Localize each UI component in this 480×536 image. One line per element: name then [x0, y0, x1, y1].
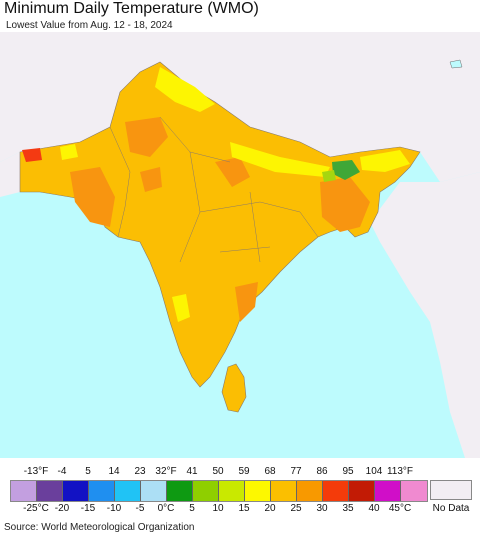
lake [449, 59, 463, 69]
source-credit: Source: World Meteorological Organizatio… [4, 522, 195, 533]
legend-swatch [115, 481, 141, 501]
temperature-map [0, 32, 480, 458]
legend-swatch [297, 481, 323, 501]
no-data-label: No Data [432, 503, 470, 514]
legend-c-label: 45°C [388, 503, 412, 514]
legend-f-label: 5 [85, 466, 91, 477]
legend-swatch [167, 481, 193, 501]
legend-c-label: 40 [368, 503, 380, 514]
legend-c-label: 15 [238, 503, 250, 514]
zone-yellowgreen [322, 170, 336, 182]
outside-land-west [0, 152, 20, 197]
legend-c-label: 30 [316, 503, 328, 514]
legend-swatch [401, 481, 427, 501]
internal-borders [109, 116, 319, 263]
legend-f-label: 68 [264, 466, 276, 477]
legend-c-label: -25°C [23, 503, 49, 514]
legend-c-label: 10 [212, 503, 224, 514]
legend-swatch [349, 481, 375, 501]
legend-c-label: -10 [106, 503, 122, 514]
legend-swatch [375, 481, 401, 501]
legend-c-label: 5 [189, 503, 195, 514]
legend-c-label: 20 [264, 503, 276, 514]
map-title: Minimum Daily Temperature (WMO) [4, 0, 259, 17]
legend-swatch [63, 481, 89, 501]
legend-swatch [245, 481, 271, 501]
no-data-swatch [430, 480, 472, 500]
zone-yellow-northeast [360, 150, 410, 172]
legend-c-label: -20 [54, 503, 70, 514]
legend-c-label: 0°C [157, 503, 175, 514]
legend-f-label: -4 [57, 466, 67, 477]
legend-f-label: 104 [365, 466, 383, 477]
map-subtitle: Lowest Value from Aug. 12 - 18, 2024 [6, 20, 173, 31]
legend-swatch [37, 481, 63, 501]
legend-c-label: 25 [290, 503, 302, 514]
legend-c-label: -15 [80, 503, 96, 514]
legend-f-label: -13°F [23, 466, 49, 477]
outside-land-northwest [0, 32, 480, 182]
zone-yellow-central [172, 294, 190, 322]
legend-f-label: 41 [186, 466, 198, 477]
legend-swatch [141, 481, 167, 501]
legend-swatch [219, 481, 245, 501]
legend-swatch [271, 481, 297, 501]
legend-c-label: -5 [135, 503, 145, 514]
zone-orange-east-coast [235, 282, 258, 322]
legend-f-label: 113°F [386, 466, 414, 477]
legend-f-label: 23 [134, 466, 146, 477]
legend-f-label: 59 [238, 466, 250, 477]
legend-f-label: 32°F [155, 466, 177, 477]
legend-f-label: 95 [342, 466, 354, 477]
zone-yellow-balochistan [60, 144, 78, 160]
sri-lanka [221, 363, 247, 413]
legend-f-label: 77 [290, 466, 302, 477]
legend-swatch [323, 481, 349, 501]
zone-orange-bangladesh [320, 177, 370, 232]
legend-swatch [89, 481, 115, 501]
zone-yellow-kashmir [155, 67, 215, 112]
outside-land-east [370, 172, 480, 458]
legend-f-label: 14 [108, 466, 120, 477]
zone-yellow-himalaya [230, 142, 330, 177]
legend-color-bar [10, 480, 428, 502]
zone-orange-pakistan [125, 117, 168, 157]
legend-f-label: 50 [212, 466, 224, 477]
zone-orange-rajasthan [140, 167, 162, 192]
legend-swatch [11, 481, 37, 501]
zone-orange-sindh [70, 167, 115, 227]
legend-f-label: 86 [316, 466, 328, 477]
legend-swatch [193, 481, 219, 501]
legend-c-label: 35 [342, 503, 354, 514]
zone-green-bhutan [332, 160, 360, 180]
zone-orange-up [215, 157, 250, 187]
zone-red [22, 148, 42, 162]
